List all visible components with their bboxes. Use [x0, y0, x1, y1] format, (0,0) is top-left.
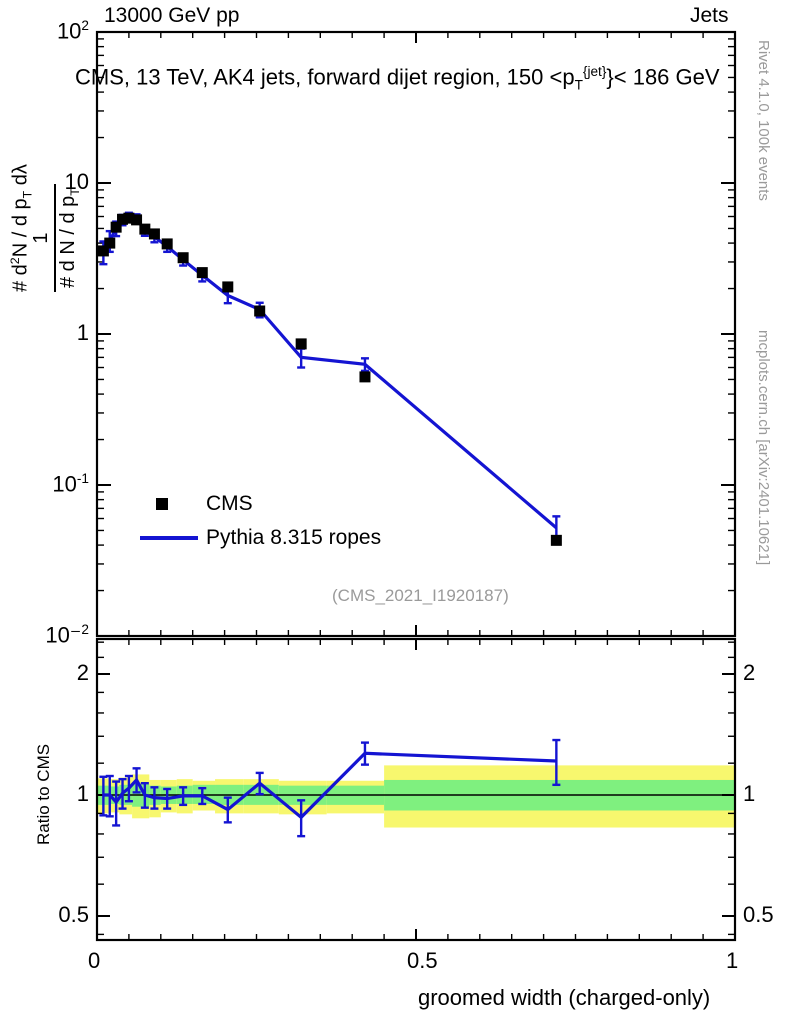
ratio-y-tick-label: 2	[76, 660, 89, 685]
ratio-band-outer	[108, 779, 120, 813]
ratio-line	[103, 751, 557, 820]
ratio-y-tick-label: 1	[76, 781, 89, 806]
ratio-band-outer	[243, 779, 279, 814]
data-marker	[104, 237, 116, 249]
legend-label: Pythia 8.315 ropes	[206, 526, 382, 549]
data-marker	[117, 213, 129, 225]
ratio-band-inner	[326, 785, 385, 805]
ratio-band-inner	[278, 785, 327, 805]
main-y-axis-label: 1 # d N / d pT	[30, 184, 82, 292]
beam-energy-label: 13000 GeV pp	[104, 4, 240, 27]
y2-hash-d: # d	[9, 264, 32, 292]
ratio-band-inner	[215, 784, 244, 805]
y2-lambda: λ	[9, 164, 32, 175]
ratio-y-axis-label: Ratio to CMS	[34, 743, 53, 845]
ratio-band-inner	[176, 785, 193, 804]
ratio-y-tick-label-right: 2	[743, 660, 756, 685]
plot-title: CMS, 13 TeV, AK4 jets, forward dijet reg…	[75, 64, 720, 93]
ratio-y-tick-label-right: 0.5	[743, 902, 774, 927]
ratio-band-outer	[132, 774, 150, 819]
ratio-panel-frame	[95, 637, 737, 942]
data-marker	[550, 534, 562, 546]
analysis-category-label: Jets	[690, 4, 729, 27]
data-marker	[148, 228, 160, 240]
legend-item[interactable]: CMS	[140, 492, 253, 520]
ratio-band-outer	[97, 778, 109, 814]
ratio-band-inner	[132, 784, 150, 807]
main-y-tick-label: 102	[56, 18, 89, 44]
data-marker	[131, 214, 143, 226]
analysis-id-watermark: (CMS_2021_I1920187)	[332, 586, 509, 605]
x-tick-label: 0	[88, 948, 101, 973]
ratio-band-outer	[149, 779, 161, 818]
legend-label: CMS	[206, 492, 253, 515]
y2-sup-2: 2	[8, 257, 22, 265]
x-tick-label: 1	[726, 948, 739, 973]
y-label-denominator: # d N / d pT	[56, 184, 82, 292]
ratio-band-outer	[278, 780, 327, 815]
ratio-band-inner	[119, 784, 133, 805]
plot-title-main: CMS, 13 TeV, AK4 jets, forward dijet reg…	[75, 64, 575, 90]
legend-square-marker	[156, 498, 168, 510]
data-marker	[254, 305, 266, 317]
x-tick-label: 0.5	[407, 948, 438, 973]
ratio-band-outer	[176, 779, 193, 814]
main-y-tick-label: 10⁻2	[45, 622, 89, 648]
legend-item[interactable]: Pythia 8.315 ropes	[140, 526, 381, 554]
data-marker	[222, 281, 234, 293]
mcplots-reference-label: mcplots.cern.ch [arXiv:2401.10621]	[755, 330, 772, 566]
main-y-tick-label: 1	[76, 320, 89, 345]
data-marker	[177, 252, 189, 264]
ratio-band-inner	[108, 786, 120, 804]
data-marker	[97, 245, 109, 257]
data-marker	[161, 238, 173, 250]
ratio-y-tick-label-right: 1	[743, 781, 756, 806]
ratio-band-outer	[326, 780, 385, 814]
ratio-band-inner	[97, 785, 109, 805]
ratio-band-outer	[119, 777, 133, 815]
ratio-band-inner	[384, 779, 735, 811]
y2-sub-t: T	[20, 190, 35, 199]
plot-title-tail: }< 186 GeV	[606, 64, 720, 90]
x-axis-label: groomed width (charged-only)	[418, 985, 711, 1010]
ratio-band-inner	[192, 784, 216, 804]
legend-line-marker	[140, 536, 198, 540]
ratio-y-tick-label: 0.5	[58, 902, 89, 927]
data-marker	[295, 338, 307, 350]
plot-title-sub: T	[574, 77, 583, 93]
data-marker	[110, 221, 122, 233]
mc-line	[101, 215, 558, 530]
ratio-band-inner	[243, 784, 279, 805]
ratio-band-inner	[149, 785, 161, 805]
ratio-band-inner	[160, 786, 177, 804]
data-marker	[123, 212, 135, 224]
main-y-tick-label: 10-1	[52, 471, 89, 497]
main-y-tick-label: 10	[64, 169, 89, 194]
ratio-band-outer	[192, 780, 216, 811]
data-marker	[196, 267, 208, 279]
y2-ndp: N / d p	[9, 198, 32, 258]
ratio-band-outer	[384, 765, 735, 828]
rivet-version-label: Rivet 4.1.0, 100k events	[755, 40, 772, 201]
y2-d: d	[9, 174, 32, 191]
ratio-band-outer	[160, 779, 177, 813]
plot-title-sup: {jet}	[582, 64, 607, 79]
data-marker	[359, 371, 371, 383]
y-den-dn: # d N / d p	[57, 195, 79, 288]
ratio-band-outer	[215, 779, 244, 814]
data-marker	[139, 223, 151, 235]
main-y-axis-label-2: # d2N / d pT dλ	[8, 164, 35, 292]
